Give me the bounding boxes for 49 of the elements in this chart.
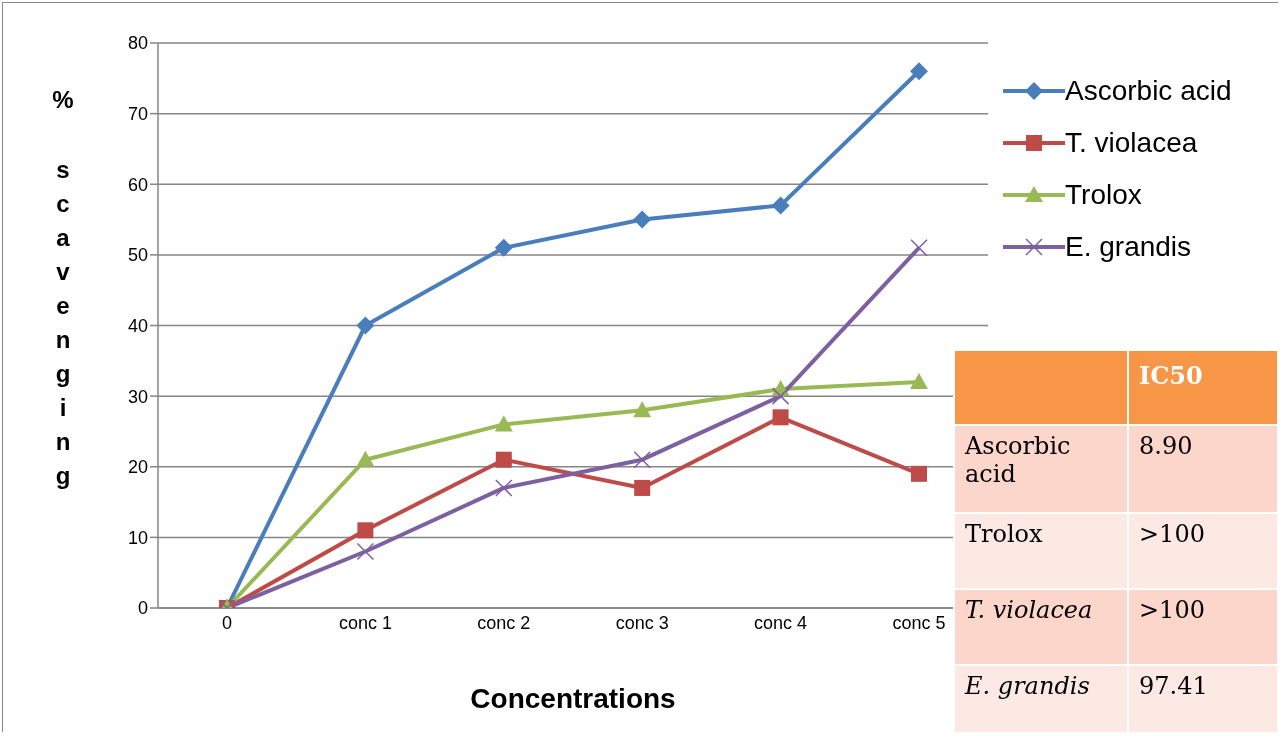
annotation: Trolox — [954, 513, 1128, 589]
point — [356, 316, 375, 335]
x-axis-title: Concentrations — [470, 683, 676, 714]
point — [495, 479, 513, 497]
point — [494, 238, 513, 257]
y-tick-label: 70 — [127, 104, 148, 125]
point — [910, 239, 928, 257]
text: 8.90 — [1139, 432, 1193, 460]
annotation: Ascorbic acid — [954, 425, 1128, 513]
point — [633, 450, 651, 469]
x-tick-label: conc 5 — [892, 612, 946, 633]
point — [633, 210, 652, 229]
text: E. grandis — [965, 672, 1090, 700]
point — [910, 373, 928, 389]
text: % scavenging — [52, 86, 74, 489]
y-tick-label: 20 — [127, 457, 148, 478]
x-tick-label: 0 — [221, 612, 233, 633]
y-tick-label: 40 — [127, 315, 148, 336]
x-tick-label: conc 4 — [754, 612, 808, 633]
x-tick-label: conc 1 — [338, 612, 392, 633]
y-tick-label: 10 — [127, 527, 148, 548]
legend-label: Ascorbic acid — [1065, 75, 1232, 107]
legend-label: T. violacea — [1065, 127, 1198, 159]
point — [357, 522, 374, 539]
text: >100 — [1139, 596, 1205, 624]
y-tick-label: 30 — [127, 386, 148, 407]
point — [771, 387, 790, 405]
annotation: T. violacea — [954, 589, 1128, 665]
x-tick-label: conc 3 — [615, 612, 669, 633]
y-tick-label: 60 — [127, 174, 148, 195]
point — [771, 196, 790, 215]
point — [356, 450, 375, 467]
text: 97.41 — [1139, 672, 1208, 700]
point — [356, 542, 375, 561]
point — [910, 62, 928, 81]
point — [495, 451, 512, 468]
text: IC50 — [1139, 361, 1203, 390]
point — [911, 465, 927, 482]
legend-label: E. grandis — [1065, 231, 1192, 263]
point — [772, 409, 789, 426]
y-tick-label: 80 — [127, 33, 148, 54]
point — [633, 401, 652, 418]
legend-label: Trolox — [1065, 179, 1142, 211]
point — [634, 479, 651, 496]
x-tick-label: conc 2 — [477, 612, 531, 633]
y-tick-label: 0 — [137, 598, 148, 619]
text: >100 — [1139, 520, 1205, 548]
point — [494, 415, 513, 432]
y-tick-label: 50 — [127, 245, 148, 266]
